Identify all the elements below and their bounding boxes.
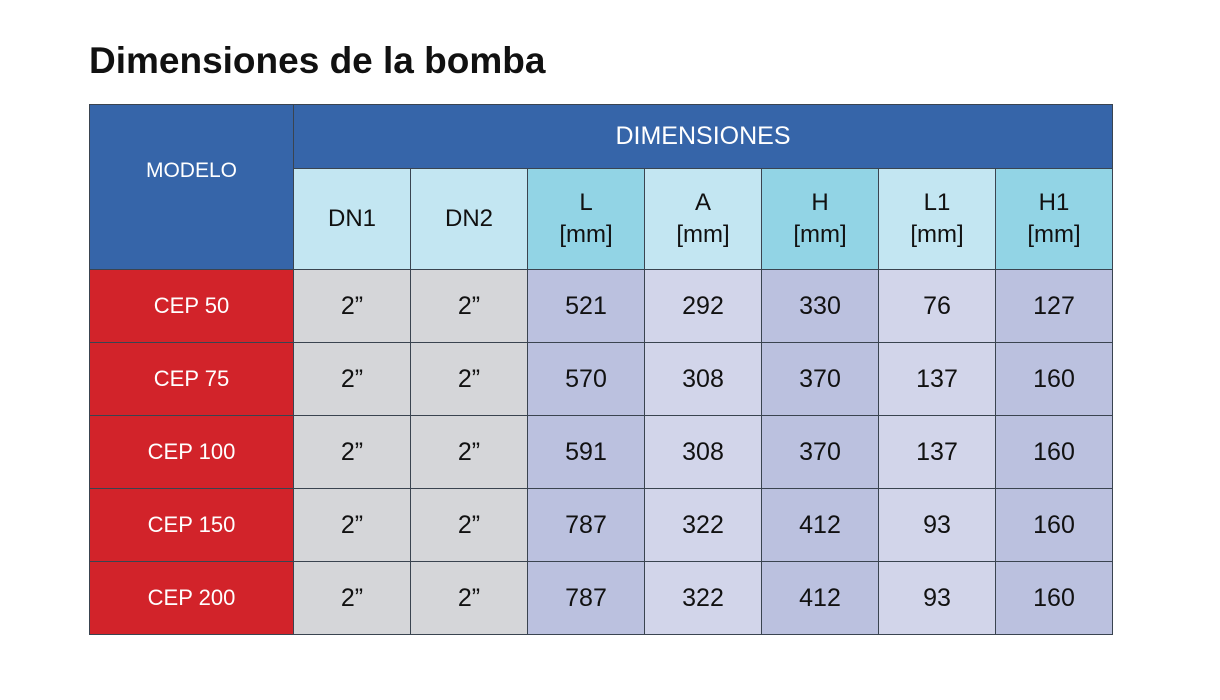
column-label: DN1 (327, 205, 376, 233)
l1-cell: 93 (878, 561, 996, 635)
column-label: L1 (923, 189, 951, 217)
a-cell: 322 (644, 488, 762, 562)
table-row: CEP 200 2” 2” 787 322 412 93 160 (89, 561, 1113, 635)
dn1-cell: 2” (293, 342, 411, 416)
table-row: CEP 150 2” 2” 787 322 412 93 160 (89, 488, 1113, 562)
a-cell: 292 (644, 269, 762, 343)
h-cell: 412 (761, 561, 879, 635)
table-row: CEP 75 2” 2” 570 308 370 137 160 (89, 342, 1113, 416)
h1-cell: 160 (995, 561, 1113, 635)
column-header-a: A [mm] (644, 168, 762, 270)
column-header-h: H [mm] (761, 168, 879, 270)
dn2-cell: 2” (410, 488, 528, 562)
table-row: CEP 100 2” 2” 591 308 370 137 160 (89, 415, 1113, 489)
column-header-dn2: DN2 (410, 168, 528, 270)
l-cell: 591 (527, 415, 645, 489)
l-cell: 521 (527, 269, 645, 343)
column-label: DN2 (444, 205, 493, 233)
model-cell: CEP 75 (89, 342, 294, 416)
column-label: H (811, 189, 829, 217)
h-cell: 330 (761, 269, 879, 343)
a-cell: 308 (644, 342, 762, 416)
dn1-cell: 2” (293, 561, 411, 635)
l1-cell: 76 (878, 269, 996, 343)
h1-cell: 160 (995, 415, 1113, 489)
h-cell: 370 (761, 342, 879, 416)
header-row-columns: DN1 DN2 L [mm] A [mm] H [mm] L1 [mm] H1 [mm] (90, 168, 1113, 270)
dn1-cell: 2” (293, 488, 411, 562)
model-cell: CEP 150 (89, 488, 294, 562)
column-unit: [mm] (676, 221, 730, 249)
l1-cell: 93 (878, 488, 996, 562)
dn2-cell: 2” (410, 415, 528, 489)
model-cell: CEP 200 (89, 561, 294, 635)
column-unit: [mm] (910, 221, 964, 249)
table-row: CEP 50 2” 2” 521 292 330 76 127 (89, 269, 1113, 343)
column-label: A (694, 189, 711, 217)
header-row-group: MODELO DIMENSIONES (89, 103, 1113, 270)
l1-cell: 137 (878, 415, 996, 489)
a-cell: 322 (644, 561, 762, 635)
h1-cell: 160 (995, 342, 1113, 416)
column-header-dn1: DN1 (293, 168, 411, 270)
l-cell: 787 (527, 561, 645, 635)
dn2-cell: 2” (410, 269, 528, 343)
h-cell: 412 (761, 488, 879, 562)
h-cell: 370 (761, 415, 879, 489)
column-header-l: L [mm] (527, 168, 645, 270)
h1-cell: 160 (995, 488, 1113, 562)
model-column-header: MODELO (89, 104, 294, 270)
model-cell: CEP 100 (89, 415, 294, 489)
l1-cell: 137 (878, 342, 996, 416)
column-unit: [mm] (559, 221, 613, 249)
dn1-cell: 2” (293, 415, 411, 489)
dimensions-group-header: DIMENSIONES (293, 103, 1113, 170)
model-cell: CEP 50 (89, 269, 294, 343)
dn2-cell: 2” (410, 561, 528, 635)
column-header-l1: L1 [mm] (878, 168, 996, 270)
column-label: L (579, 189, 593, 217)
column-unit: [mm] (793, 221, 847, 249)
l-cell: 570 (527, 342, 645, 416)
dimensions-table: MODELO DIMENSIONES DN1 DN2 L [mm] A [mm] H… (89, 103, 1113, 635)
model-header-label: MODELO (145, 159, 237, 182)
column-unit: [mm] (1027, 221, 1081, 249)
h1-cell: 127 (995, 269, 1113, 343)
dn2-cell: 2” (410, 342, 528, 416)
column-label: H1 (1038, 189, 1070, 217)
l-cell: 787 (527, 488, 645, 562)
a-cell: 308 (644, 415, 762, 489)
dn1-cell: 2” (293, 269, 411, 343)
page-title: Dimensiones de la bomba (89, 40, 546, 81)
column-header-h1: H1 [mm] (995, 168, 1113, 270)
